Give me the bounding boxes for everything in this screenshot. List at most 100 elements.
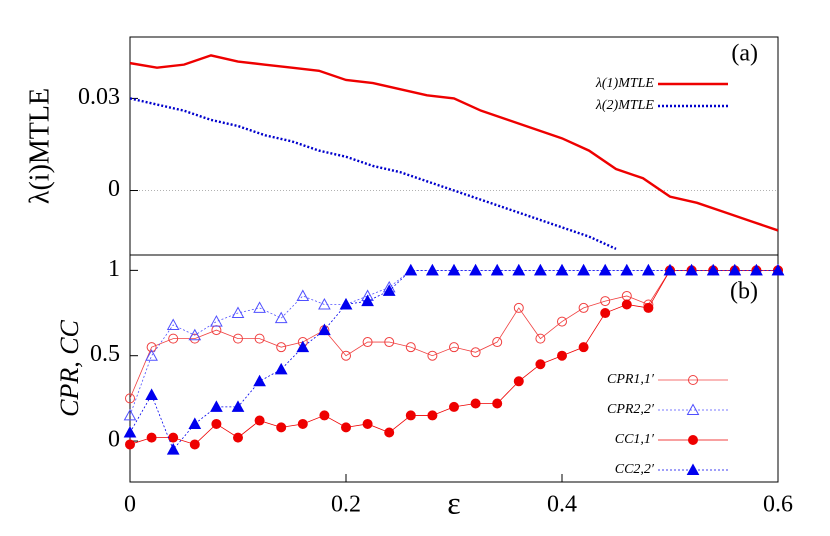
point bbox=[188, 328, 202, 341]
point bbox=[405, 342, 416, 353]
x-axis-label: ε bbox=[447, 484, 460, 520]
point bbox=[253, 301, 266, 313]
point bbox=[188, 417, 202, 429]
plot-frame bbox=[129, 254, 779, 483]
point bbox=[362, 337, 373, 348]
point bbox=[405, 410, 416, 421]
point bbox=[341, 350, 351, 361]
series-line bbox=[130, 269, 778, 445]
point bbox=[211, 418, 222, 429]
point bbox=[643, 302, 654, 313]
point bbox=[384, 427, 395, 438]
point bbox=[319, 410, 330, 421]
point bbox=[166, 318, 180, 330]
point bbox=[166, 443, 180, 455]
point bbox=[555, 263, 569, 276]
point bbox=[231, 400, 245, 412]
point bbox=[600, 308, 611, 319]
legend-marker bbox=[686, 463, 700, 475]
point bbox=[578, 342, 589, 353]
point bbox=[557, 350, 567, 361]
point bbox=[297, 418, 308, 429]
point bbox=[339, 297, 353, 310]
legend-marker bbox=[688, 435, 698, 445]
point bbox=[233, 432, 243, 443]
legend-label: CC2,2′ bbox=[615, 462, 655, 477]
point bbox=[427, 410, 438, 421]
point bbox=[210, 400, 223, 412]
point bbox=[513, 302, 524, 313]
point bbox=[426, 263, 439, 276]
series-line bbox=[130, 54, 778, 232]
series-line bbox=[130, 269, 778, 399]
y-tick-label: 0 bbox=[108, 427, 120, 453]
point bbox=[512, 263, 526, 276]
point bbox=[557, 316, 567, 327]
panel-label: (a) bbox=[731, 41, 758, 67]
point bbox=[318, 297, 331, 310]
y-axis-label: CPR, CC bbox=[55, 319, 84, 416]
point bbox=[254, 415, 265, 426]
point bbox=[427, 350, 438, 361]
point bbox=[254, 333, 265, 344]
point bbox=[318, 323, 331, 336]
legend-label: λ(1)MTLE bbox=[595, 76, 655, 91]
point bbox=[125, 439, 135, 450]
point bbox=[706, 263, 720, 276]
point bbox=[578, 302, 589, 313]
point bbox=[341, 422, 351, 433]
point bbox=[685, 263, 698, 276]
x-tick-label: 0.6 bbox=[763, 492, 793, 518]
point bbox=[449, 401, 459, 412]
point bbox=[145, 349, 158, 361]
y-tick-label: 0 bbox=[108, 176, 120, 202]
point bbox=[296, 289, 310, 301]
point bbox=[362, 418, 373, 429]
point bbox=[621, 299, 632, 310]
plot-frame bbox=[129, 36, 779, 256]
point bbox=[771, 263, 785, 276]
point bbox=[274, 362, 288, 375]
point bbox=[145, 388, 158, 400]
point bbox=[642, 263, 655, 276]
panel-label: (b) bbox=[730, 279, 758, 305]
point bbox=[663, 263, 677, 276]
point bbox=[534, 263, 547, 276]
point bbox=[146, 432, 157, 443]
point bbox=[168, 333, 179, 344]
legend-marker bbox=[686, 403, 700, 415]
point bbox=[361, 294, 374, 307]
point bbox=[600, 296, 611, 307]
point bbox=[620, 263, 634, 276]
legend-label: CPR1,1′ bbox=[607, 372, 655, 387]
point bbox=[210, 315, 223, 327]
point bbox=[146, 342, 157, 353]
point bbox=[535, 359, 546, 370]
point bbox=[469, 263, 482, 276]
point bbox=[189, 439, 200, 450]
point bbox=[233, 333, 243, 344]
point bbox=[750, 263, 763, 276]
point bbox=[382, 284, 396, 296]
x-tick-label: 0 bbox=[124, 492, 136, 518]
point bbox=[535, 333, 546, 344]
x-tick-label: 0.2 bbox=[331, 492, 361, 518]
point bbox=[449, 342, 459, 353]
point bbox=[276, 422, 287, 433]
point bbox=[492, 398, 503, 409]
y-axis-label: λ(i)MTLE bbox=[24, 88, 55, 204]
point bbox=[404, 263, 418, 276]
y-tick-label: 0.03 bbox=[78, 84, 120, 110]
point bbox=[490, 263, 504, 276]
point bbox=[577, 263, 590, 276]
legend-label: λ(2)MTLE bbox=[595, 98, 655, 113]
point bbox=[125, 393, 135, 404]
point bbox=[274, 311, 288, 324]
point bbox=[123, 408, 137, 421]
point bbox=[276, 342, 287, 353]
point bbox=[123, 425, 137, 438]
series-line bbox=[130, 269, 778, 451]
legend-label: CC1,1′ bbox=[615, 432, 655, 447]
point bbox=[384, 337, 395, 348]
